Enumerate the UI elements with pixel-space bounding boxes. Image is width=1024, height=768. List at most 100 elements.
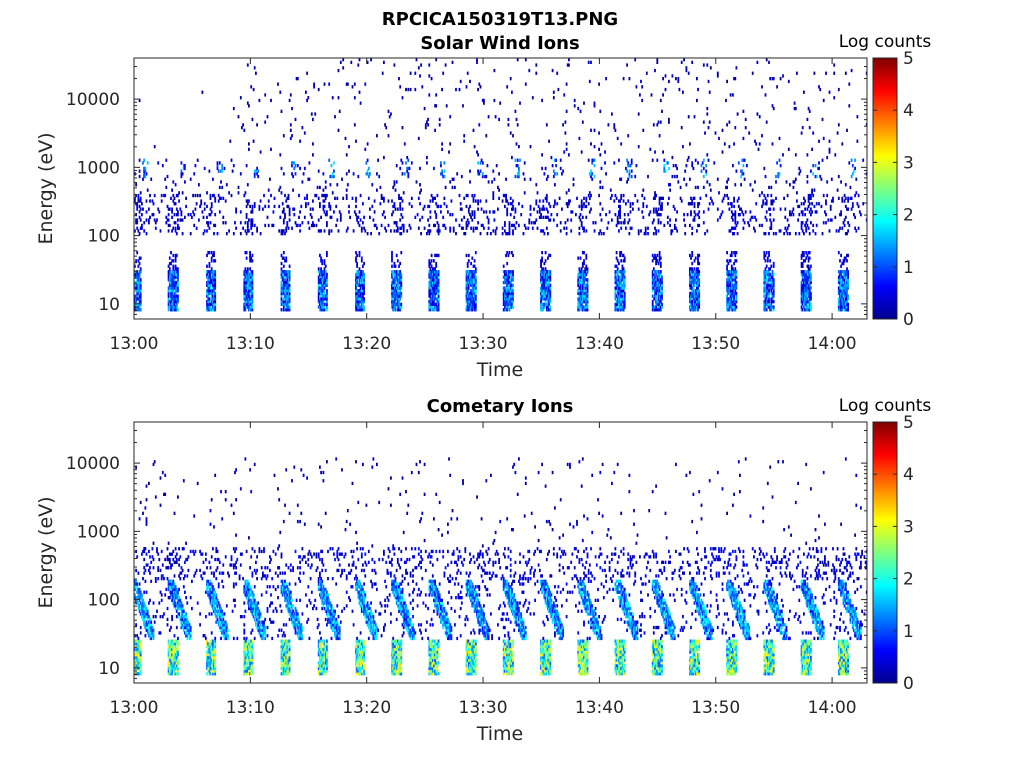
heatmap-cell — [433, 280, 435, 285]
heatmap-cell — [210, 302, 213, 306]
heatmap-cell — [512, 229, 514, 233]
heatmap-cell — [829, 218, 832, 222]
heatmap-cell — [601, 207, 604, 211]
heatmap-cell — [835, 229, 838, 233]
heatmap-cell — [509, 302, 512, 306]
heatmap-cell — [315, 223, 318, 228]
heatmap-cell — [698, 278, 701, 282]
heatmap-cell — [726, 305, 728, 309]
heatmap-cell — [584, 278, 587, 282]
heatmap-cell — [431, 286, 434, 290]
heatmap-cell — [544, 275, 547, 279]
heatmap-cell — [578, 232, 581, 236]
heatmap-cell — [362, 283, 364, 287]
heatmap-cell — [583, 196, 585, 200]
heatmap-cell — [656, 275, 659, 279]
heatmap-cell — [175, 297, 178, 301]
heatmap-cell — [508, 308, 511, 312]
heatmap-cell — [837, 302, 840, 306]
heatmap-cell — [173, 280, 176, 285]
heatmap-cell — [726, 79, 728, 84]
heatmap-cell — [474, 297, 477, 301]
heatmap-cell — [726, 280, 728, 285]
heatmap-cell — [436, 272, 439, 277]
heatmap-cell — [808, 283, 811, 287]
heatmap-cell — [483, 101, 485, 105]
heatmap-cell — [844, 297, 847, 301]
heatmap-cell — [634, 193, 637, 198]
heatmap-cell — [581, 275, 584, 279]
heatmap-cell — [249, 289, 251, 293]
heatmap-cell — [585, 308, 588, 312]
heatmap-cell — [194, 164, 197, 168]
heatmap-cell — [549, 253, 552, 258]
heatmap-cell — [295, 77, 298, 81]
heatmap-cell — [765, 264, 768, 268]
heatmap-cell — [505, 291, 507, 296]
heatmap-cell — [459, 207, 462, 211]
heatmap-cell — [524, 226, 527, 230]
heatmap-cell — [805, 270, 808, 274]
heatmap-cell — [847, 196, 849, 200]
heatmap-cell — [702, 221, 705, 225]
heatmap-cell — [473, 305, 476, 309]
heatmap-cell — [508, 221, 511, 225]
heatmap-cell — [428, 305, 431, 309]
heatmap-cell — [509, 305, 512, 309]
heatmap-cell — [253, 172, 256, 176]
heatmap-cell — [572, 177, 575, 181]
heatmap-cell — [231, 169, 234, 173]
heatmap-cell — [593, 104, 596, 108]
heatmap-cell — [142, 617, 144, 622]
heatmap-cell — [664, 169, 667, 173]
heatmap-cell — [548, 139, 550, 143]
heatmap-cell — [134, 658, 136, 662]
heatmap-cell — [504, 270, 506, 274]
heatmap-cell — [840, 294, 842, 298]
heatmap-cell — [807, 275, 810, 279]
heatmap-cell — [766, 270, 769, 274]
heatmap-cell — [171, 207, 173, 211]
heatmap-cell — [137, 606, 140, 611]
heatmap-cell — [299, 229, 301, 233]
heatmap-cell — [213, 286, 215, 290]
heatmap-cell — [466, 289, 469, 293]
heatmap-cell — [577, 283, 580, 287]
heatmap-cell — [728, 207, 731, 211]
heatmap-cell — [408, 223, 411, 228]
heatmap-cell — [736, 221, 739, 225]
heatmap-cell — [394, 302, 397, 306]
heatmap-cell — [623, 286, 626, 290]
heatmap-cell — [765, 272, 768, 277]
heatmap-cell — [619, 305, 621, 309]
heatmap-cell — [754, 229, 756, 233]
heatmap-cell — [281, 256, 284, 260]
heatmap-cell — [288, 264, 291, 268]
heatmap-cell — [170, 286, 172, 290]
heatmap-cell — [328, 158, 331, 162]
heatmap-cell — [429, 283, 432, 287]
heatmap-cell — [801, 272, 804, 277]
heatmap-cell — [505, 232, 507, 236]
heatmap-cell — [144, 612, 147, 616]
heatmap-cell — [807, 270, 810, 274]
heatmap-cell — [322, 294, 325, 298]
heatmap-cell — [846, 286, 848, 290]
heatmap-cell — [357, 297, 360, 301]
heatmap-cell — [735, 280, 738, 285]
heatmap-cell — [473, 264, 476, 268]
heatmap-cell — [430, 278, 433, 282]
heatmap-cell — [716, 218, 719, 222]
heatmap-cell — [622, 199, 625, 203]
heatmap-cell — [619, 278, 621, 282]
heatmap-cell — [172, 199, 175, 203]
heatmap-cell — [165, 566, 168, 570]
heatmap-cell — [342, 196, 345, 200]
heatmap-cell — [851, 164, 854, 168]
heatmap-cell — [697, 305, 699, 309]
heatmap-cell — [803, 251, 805, 255]
heatmap-cell — [141, 598, 143, 602]
heatmap-cell — [656, 278, 659, 282]
heatmap-cell — [217, 193, 220, 198]
heatmap-cell — [431, 196, 434, 200]
